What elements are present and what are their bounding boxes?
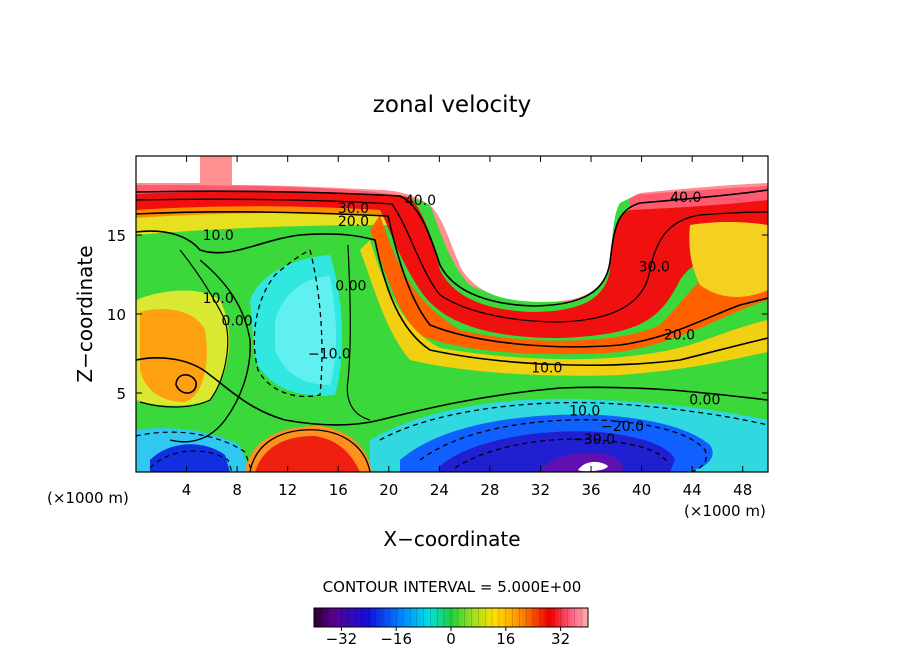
x-tick-label: 44 [683,481,702,499]
contour-interval-label: CONTOUR INTERVAL = 5.000E+00 [323,578,582,596]
y-tick-label: 5 [116,385,126,403]
colorbar-gradient [314,608,588,627]
band-missing [136,156,768,302]
chart-title: zonal velocity [373,92,531,118]
x-tick-label: 28 [480,481,499,499]
colorbar-tick-label: −16 [380,630,412,648]
band-yellow-right [689,221,768,297]
contour-lines [136,189,768,472]
x-axis-label: X−coordinate [383,527,520,551]
contour-label: 0.00 [689,392,720,408]
contour-label: 10.0 [203,228,234,244]
x-tick-label: 12 [278,481,297,499]
y-tick-label: 10 [107,306,126,324]
contour-m10-mid [253,249,323,398]
contour-label: 30.0 [639,260,670,276]
colorbar-tick-label: 0 [446,630,456,648]
contour-10-bottom [249,429,371,472]
contour-label: 0.00 [335,279,366,295]
x-tick-label: 4 [182,481,192,499]
contour-0-mid [346,244,371,421]
plot-area [136,156,768,472]
contour-m10-low [379,401,768,441]
contour-label: 30.0 [338,201,369,217]
colorbar-ticks: −32 −16 0 16 32 [326,627,570,648]
contour-label: 40.0 [670,190,701,206]
contour-label: −20.0 [601,419,644,435]
contour-label: 40.0 [405,193,436,209]
band-orange-trough [370,215,768,355]
x-tick-label: 16 [329,481,348,499]
contour-m20-low [419,419,707,472]
y-tick-label: 15 [107,227,126,245]
y-axis-ticks: 5 10 15 [107,227,768,403]
x-tick-label: 48 [733,481,752,499]
colorbar-tick-label: 32 [551,630,570,648]
x-unit-left: (×1000 m) [47,489,129,507]
x-unit-right: (×1000 m) [684,502,766,520]
contour-10-top [136,230,768,366]
colorbar: −32 −16 0 16 32 [313,607,589,648]
contour-20 [136,211,768,348]
x-tick-label: 24 [430,481,449,499]
x-tick-label: 36 [581,481,600,499]
y-axis-label: Z−coordinate [73,245,97,382]
contour-0-left [169,259,251,443]
contour-m20-leftlow [149,450,233,472]
contour-m10-leftlow [136,431,253,472]
x-tick-label: 8 [232,481,242,499]
contour-label: −10.0 [308,347,351,363]
contour-10-left [139,249,229,408]
contour-0-main [136,357,768,426]
contour-label: 20.0 [338,214,369,230]
band-lightcyan-mid [275,276,336,385]
contour-10-leftblob [175,374,197,394]
colorbar-tick-label: −32 [326,630,358,648]
contour-label: 10.0 [569,403,600,419]
x-tick-label: 20 [379,481,398,499]
contour-labels: 40.0 40.030.020.030.020.010.010.010.010.0… [203,190,721,448]
contour-label: 0.00 [222,313,253,329]
contour-label: 10.0 [531,361,562,377]
band-hole-core [578,461,608,472]
x-axis-ticks: 4 8 12 16 20 24 28 32 36 40 44 48 [182,156,752,499]
contour-label: 20.0 [664,328,695,344]
colorbar-tick-label: 16 [496,630,515,648]
colorbar-stripes [320,608,582,627]
contour-label: −30.0 [572,432,615,448]
contour-m30-low [454,438,669,469]
band-red-bottom [255,435,360,472]
band-orange-left [140,309,207,402]
contour-30 [136,198,768,323]
contour-label: 10.0 [203,291,234,307]
x-tick-label: 32 [531,481,550,499]
x-tick-label: 40 [632,481,651,499]
band-blue-left-low [150,444,230,472]
color-bands [136,156,768,472]
contour-40 [136,189,768,307]
band-red-trough [136,185,768,338]
